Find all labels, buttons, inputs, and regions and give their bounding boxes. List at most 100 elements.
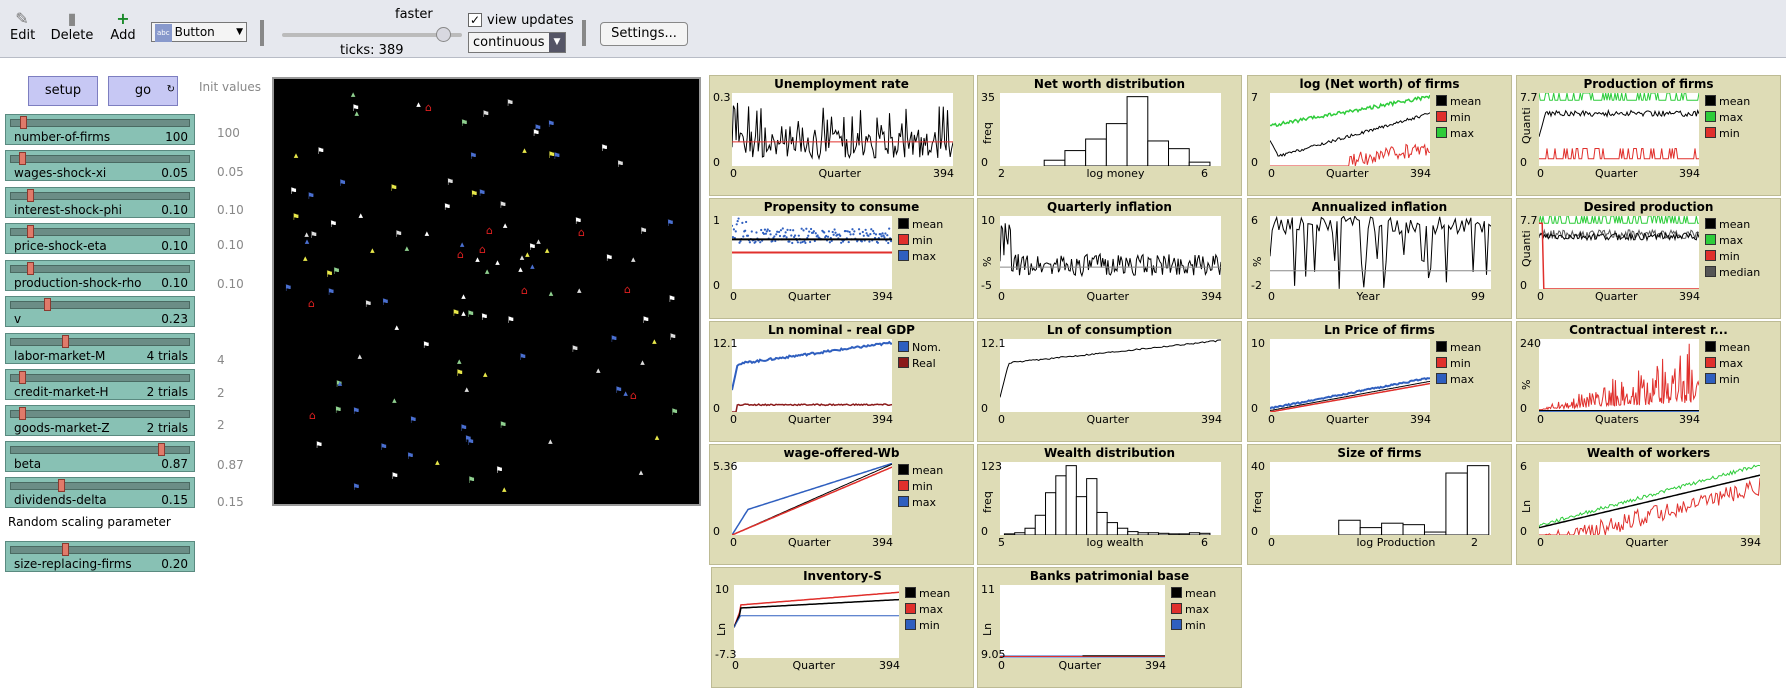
plot-contractual-interest-r[interactable]: Contractual interest r... 240 0 0 Quaters 394… bbox=[1516, 321, 1781, 442]
plot-unemployment-rate[interactable]: Unemployment rate 0.3 0 0 Quarter 394 bbox=[709, 75, 974, 196]
speed-slider[interactable] bbox=[282, 33, 462, 37]
plot-size-of-firms[interactable]: Size of firms 40 0 0 log Production 2 freq bbox=[1247, 444, 1512, 565]
legend-swatch bbox=[898, 341, 909, 352]
slider-track[interactable] bbox=[10, 228, 190, 236]
world-agent: ⚑ bbox=[533, 123, 542, 134]
slider-wages-shock-xi[interactable]: wages-shock-xi 0.05 bbox=[5, 150, 195, 181]
view-updates-checkbox[interactable]: ✓ bbox=[468, 13, 482, 27]
slider-thumb[interactable] bbox=[27, 262, 35, 275]
speed-slider-thumb[interactable] bbox=[436, 27, 451, 42]
slider-labor-market-M[interactable]: labor-market-M 4 trials bbox=[5, 333, 195, 364]
slider-thumb[interactable] bbox=[18, 371, 26, 384]
plot-title: Annualized inflation bbox=[1311, 200, 1448, 214]
slider-thumb[interactable] bbox=[18, 407, 26, 420]
widget-type-select[interactable]: abc Button ▼ bbox=[151, 22, 247, 42]
slider-thumb[interactable] bbox=[157, 443, 165, 456]
slider-production-shock-rho[interactable]: production-shock-rho 0.10 bbox=[5, 260, 195, 291]
histogram-bar bbox=[1423, 531, 1447, 535]
plot-propensity-to-consume[interactable]: Propensity to consume 1 0 0 Quarter 394 mean mi… bbox=[709, 198, 974, 319]
plot-ln-price-of-firms[interactable]: Ln Price of firms 10 0 0 Quarter 394 mean min ma… bbox=[1247, 321, 1512, 442]
plot-wage-offered-wb[interactable]: wage-offered-Wb 5.36 0 0 Quarter 394 mean min ma… bbox=[709, 444, 974, 565]
slider-beta[interactable]: beta 0.87 bbox=[5, 441, 195, 472]
slider-track[interactable] bbox=[10, 374, 190, 382]
slider-v[interactable]: v 0.23 bbox=[5, 296, 195, 327]
slider-track[interactable] bbox=[10, 301, 190, 309]
x-axis-label: Quarter bbox=[1595, 290, 1638, 303]
plot-ln-of-consumption[interactable]: Ln of consumption 12.1 0 0 Quarter 394 bbox=[977, 321, 1242, 442]
edit-button[interactable]: ✎ Edit bbox=[10, 10, 35, 44]
data-point bbox=[791, 241, 794, 245]
slider-number-of-firms[interactable]: number-of-firms 100 bbox=[5, 114, 195, 145]
slider-goods-market-Z[interactable]: goods-market-Z 2 trials bbox=[5, 405, 195, 436]
y-axis-max: 10 bbox=[1251, 337, 1265, 350]
histogram-bar bbox=[1445, 472, 1468, 535]
slider-thumb[interactable] bbox=[27, 189, 35, 202]
slider-track[interactable] bbox=[10, 546, 190, 554]
slider-track[interactable] bbox=[10, 265, 190, 273]
slider-track[interactable] bbox=[10, 338, 190, 346]
legend-label: mean bbox=[1719, 218, 1751, 231]
slider-track[interactable] bbox=[10, 446, 190, 454]
data-point bbox=[879, 233, 882, 236]
legend-swatch bbox=[898, 480, 909, 491]
slider-track[interactable] bbox=[10, 192, 190, 200]
slider-track[interactable] bbox=[10, 155, 190, 163]
slider-thumb[interactable] bbox=[18, 152, 26, 165]
slider-thumb[interactable] bbox=[44, 298, 52, 311]
y-axis-min: 9.05 bbox=[981, 648, 1006, 661]
plot-inventory-s[interactable]: Inventory-S 10 -7.3 0 Quarter 394 Ln mean max min bbox=[711, 567, 974, 688]
data-point bbox=[889, 240, 892, 243]
legend-label: max bbox=[1719, 234, 1743, 247]
slider-dividends-delta[interactable]: dividends-delta 0.15 bbox=[5, 477, 195, 508]
x-axis-max: 394 bbox=[879, 659, 900, 672]
y-axis-min: -7.3 bbox=[715, 648, 737, 661]
data-point bbox=[801, 240, 804, 244]
data-point bbox=[735, 223, 738, 226]
slider-size-replacing-firms[interactable]: size-replacing-firms 0.20 bbox=[5, 541, 195, 572]
delete-button[interactable]: ▮ Delete bbox=[50, 10, 94, 44]
plot-wealth-of-workers[interactable]: Wealth of workers 6 0 0 Quarter 394 Ln bbox=[1516, 444, 1781, 565]
slider-thumb[interactable] bbox=[58, 479, 66, 492]
world-agent: ▴ bbox=[495, 257, 500, 268]
update-mode-select[interactable]: continuous ▼ bbox=[468, 32, 566, 53]
plot-production-of-firms[interactable]: Production of firms 7.7 0 0 Quarter 394 Quanti… bbox=[1516, 75, 1781, 196]
plot-title: Ln nominal - real GDP bbox=[768, 323, 915, 337]
x-axis-label: Quarter bbox=[1625, 536, 1669, 549]
data-point bbox=[869, 233, 872, 236]
slider-thumb[interactable] bbox=[61, 335, 69, 348]
series-line bbox=[732, 466, 892, 535]
data-point bbox=[732, 236, 735, 239]
setup-button[interactable]: setup bbox=[28, 76, 98, 106]
slider-track[interactable] bbox=[10, 119, 190, 127]
plot-desired-production[interactable]: Desired production 7.7 0 0 Quarter 394 Quanti m… bbox=[1516, 198, 1781, 319]
world-agent: ▴ bbox=[459, 239, 465, 250]
slider-thumb[interactable] bbox=[61, 543, 69, 556]
plot-quarterly-inflation[interactable]: Quarterly inflation 10 -5 0 Quarter 394% bbox=[977, 198, 1242, 319]
plot-net-worth-distribution[interactable]: Net worth distribution 35 0 2 log money 6 freq bbox=[977, 75, 1242, 196]
slider-price-shock-eta[interactable]: price-shock-eta 0.10 bbox=[5, 223, 195, 254]
plot-title: Ln Price of firms bbox=[1324, 323, 1435, 337]
plot-wealth-distribution[interactable]: Wealth distribution 123 0 5 log wealth 6 freq bbox=[977, 444, 1242, 565]
y-axis-min: -5 bbox=[981, 279, 992, 292]
slider-track[interactable] bbox=[10, 410, 190, 418]
plot-banks-patrimonial-base[interactable]: Banks patrimonial base 11 9.05 0 Quarter 394 L… bbox=[977, 567, 1242, 688]
slider-credit-market-H[interactable]: credit-market-H 2 trials bbox=[5, 369, 195, 400]
slider-track[interactable] bbox=[10, 482, 190, 490]
world-agent: ▴ bbox=[461, 291, 466, 302]
world-agent: ▴ bbox=[522, 146, 527, 157]
plot-ln-nominal-real-gdp[interactable]: Ln nominal - real GDP 12.1 0 0 Quarter 394 Nom… bbox=[709, 321, 974, 442]
series-line bbox=[1539, 231, 1699, 242]
plot-annualized-inflation[interactable]: Annualized inflation 6 -2 0 Year 99% bbox=[1247, 198, 1512, 319]
data-point bbox=[792, 229, 795, 232]
world-view[interactable]: ⚑ ▴ ▴ ⚑ ⚑ ▴ ⚑ ⚑ ⚑ ▴ ▴ ⚑ ▴ ⚑ ▴ ⚑ ⚑ ⚑ ▴ ▴ ⚑ ▴ ⚑ ▴ ⚑ ⚑ ▴ ▴ ⚑ ⚑ ⚑ ⚑ ⚑ ⚑ ▴ ▴ ⚑ ⚑ ▴ ▴… bbox=[272, 77, 701, 506]
go-button[interactable]: go ↻ bbox=[108, 76, 178, 106]
legend-swatch bbox=[1705, 234, 1716, 245]
slider-thumb[interactable] bbox=[20, 116, 28, 129]
add-button[interactable]: + Add bbox=[110, 10, 136, 44]
slider-thumb[interactable] bbox=[27, 225, 35, 238]
plot-log-net-worth-of-firms[interactable]: log (Net worth) of firms 7 0 0 Quarter 394 mea… bbox=[1247, 75, 1512, 196]
x-axis-min: 0 bbox=[1268, 290, 1275, 303]
settings-button[interactable]: Settings... bbox=[600, 22, 688, 46]
legend-swatch bbox=[905, 619, 916, 630]
slider-interest-shock-phi[interactable]: interest-shock-phi 0.10 bbox=[5, 187, 195, 218]
